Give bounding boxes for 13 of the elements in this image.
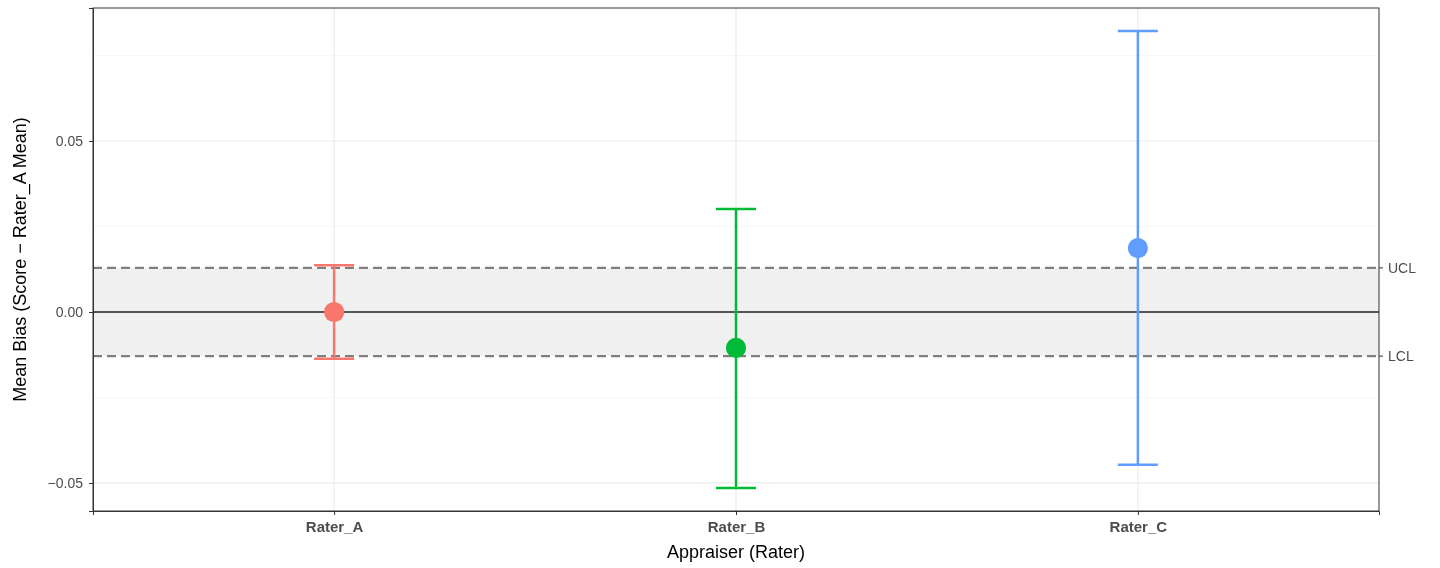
ref-line-label: LCL — [1388, 348, 1414, 364]
point — [324, 301, 345, 323]
y-tick-label: 0.05 — [55, 133, 84, 149]
x-tick-label: Rater_C — [1109, 517, 1168, 535]
point — [725, 337, 747, 358]
y-tick-label: −0.05 — [47, 474, 84, 491]
ref-line-label: UCL — [1388, 259, 1417, 276]
x-tick-label: Rater_A — [305, 517, 364, 535]
x-tick-label: Rater_B — [707, 517, 766, 535]
y-axis-title: Mean Bias (Score − Rater_A Mean) — [10, 117, 31, 402]
x-axis-title: Appraiser (Rater) — [666, 542, 806, 562]
y-tick-label: 0.00 — [55, 303, 84, 320]
point — [1127, 237, 1148, 259]
